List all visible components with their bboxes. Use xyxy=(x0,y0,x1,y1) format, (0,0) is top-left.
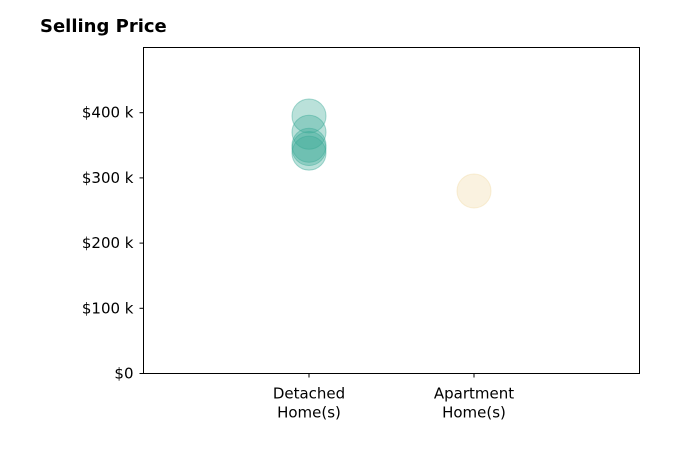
data-point xyxy=(456,173,492,209)
y-tick-label: $300 k xyxy=(82,169,134,187)
x-tick-label: Detached xyxy=(273,385,345,403)
x-tick-label: Apartment xyxy=(434,385,514,403)
y-axis: $0 $100 k $200 k $300 k $400 k xyxy=(82,104,144,383)
y-tick-label: $100 k xyxy=(82,299,134,317)
data-points xyxy=(291,98,492,209)
x-tick-label: Home(s) xyxy=(277,404,341,422)
y-tick-label: $200 k xyxy=(82,234,134,252)
data-point xyxy=(291,135,327,171)
data-point xyxy=(291,131,327,167)
data-point xyxy=(291,127,327,163)
plot-frame xyxy=(143,47,640,374)
chart-title: Selling Price xyxy=(40,16,167,37)
y-tick-label: $0 xyxy=(114,365,133,383)
y-tick-label: $400 k xyxy=(82,104,134,122)
data-point xyxy=(291,114,327,150)
data-point xyxy=(291,98,327,134)
x-tick-label: Home(s) xyxy=(442,404,506,422)
